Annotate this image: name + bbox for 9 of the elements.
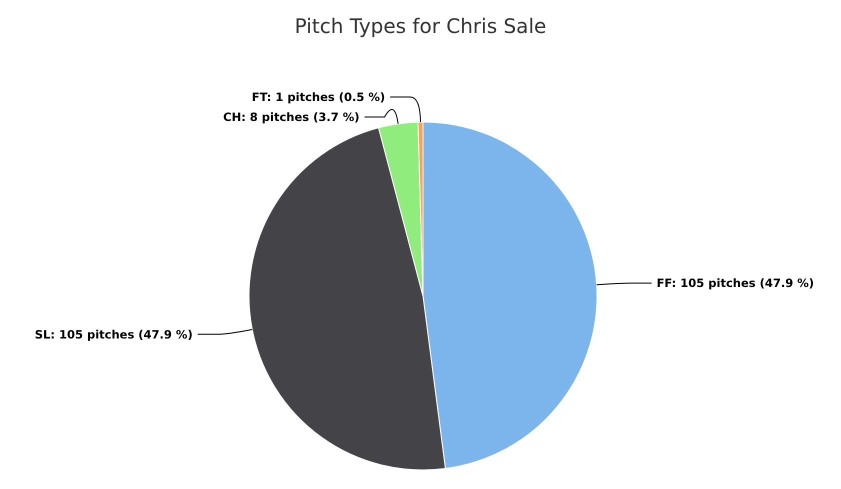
data-label: : 105 pitches (47.9 %) — [672, 276, 814, 290]
slice-label: SL — [34, 327, 52, 342]
data-label: : 8 pitches (3.7 %) — [241, 110, 360, 124]
slice-label: FT — [252, 90, 268, 104]
data-label: : 1 pitches (0.5 %) — [266, 90, 386, 104]
slice-label: CH — [223, 110, 242, 124]
chart-title: Pitch Types for Chris Sale — [294, 14, 546, 38]
slice-label: FF — [656, 276, 672, 290]
data-label: : 105 pitches (47.9 %) — [50, 327, 193, 342]
